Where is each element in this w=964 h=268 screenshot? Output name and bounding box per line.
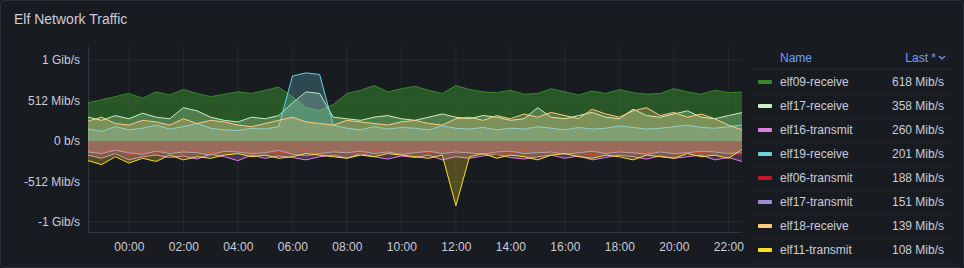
legend-label[interactable]: elf17-receive [780,99,849,113]
tick-label: 16:00 [550,240,580,254]
legend-row[interactable]: elf18-receive 139 Mib/s [752,219,952,238]
legend-swatch [758,176,772,180]
tick: 20:00 [659,232,689,254]
x-axis: 00:00 02:00 04:00 06:00 08:00 10:00 12:00 14:00… [89,232,745,254]
legend-label[interactable]: elf06-transmit [780,171,853,185]
tick-label: 14:00 [496,240,526,254]
grid-line [88,59,742,60]
legend-divider [752,238,952,239]
tick: 08:00 [332,232,362,254]
tick: 00:00 [114,232,144,254]
legend-value: 201 Mib/s [892,147,944,161]
legend-value: 358 Mib/s [892,99,944,113]
tick-label: 12:00 [441,240,471,254]
series-line [88,86,742,111]
series-area [88,73,742,141]
tick-label: 1 Gib/s [42,53,80,67]
legend-row[interactable]: elf09-receive 618 Mib/s [752,75,952,94]
tick-label: 512 Mib/s [28,94,80,108]
tick: -512 Mib/s [24,175,88,189]
tick-label: 06:00 [278,240,308,254]
chart: Elf Network Traffic 1 Gib/s 512 Mib/s 0 b/s… [0,0,964,268]
legend-swatch [758,104,772,108]
legend-swatch [758,128,772,132]
tick: 02:00 [169,232,199,254]
tick-label: 20:00 [659,240,689,254]
series-area [88,108,742,141]
series-area [88,141,742,206]
tick-label: -512 Mib/s [24,175,80,189]
tick: 10:00 [387,232,417,254]
tick: 06:00 [278,232,308,254]
legend: Name Last * elf09-receive 618 Mib/s elf17-re… [752,51,952,262]
series-area [88,92,742,141]
tick-label: 18:00 [605,240,635,254]
legend-value: 108 Mib/s [892,243,944,257]
legend-divider [752,118,952,119]
legend-row[interactable]: elf06-transmit 188 Mib/s [752,171,952,190]
legend-divider [752,262,952,263]
tick: -1 Gib/s [38,215,88,229]
grid-line [88,221,742,222]
tick: 14:00 [496,232,526,254]
legend-swatch [758,224,772,228]
legend-divider [752,94,952,95]
grid-line [88,181,742,182]
legend-divider [752,190,952,191]
y-axis: 1 Gib/s 512 Mib/s 0 b/s -512 Mib/s -1 Gib/s [24,47,89,233]
legend-label[interactable]: elf17-transmit [780,195,853,209]
legend-swatch [758,200,772,204]
legend-row[interactable]: elf17-transmit 151 Mib/s [752,195,952,214]
tick-label: 0 b/s [54,134,80,148]
legend-divider [752,69,952,70]
legend-row[interactable]: elf19-receive 201 Mib/s [752,147,952,166]
legend-label[interactable]: elf16-transmit [780,123,853,137]
tick: 0 b/s [54,134,88,148]
title: Elf Network Traffic [14,11,127,27]
legend-header[interactable]: Last * [905,51,936,65]
grid [88,46,742,232]
axis-line [88,47,89,233]
legend-divider [752,214,952,215]
legend-label[interactable]: elf09-receive [780,75,849,89]
tick: 04:00 [223,232,253,254]
legend-swatch [758,248,772,252]
sort-icon[interactable] [939,56,945,59]
legend-row[interactable]: elf11-transmit 108 Mib/s [752,243,952,262]
tick: 12:00 [441,232,471,254]
legend-row[interactable]: elf17-receive 358 Mib/s [752,99,952,118]
legend-swatch [758,152,772,156]
legend-divider [752,166,952,167]
tick: 512 Mib/s [28,94,88,108]
tick-label: -1 Gib/s [38,215,80,229]
tick-label: 22:00 [714,240,744,254]
series-line [88,108,742,130]
series-line [88,149,742,205]
legend-value: 139 Mib/s [892,219,944,233]
legend-value: 260 Mib/s [892,123,944,137]
tick-label: 10:00 [387,240,417,254]
legend-label[interactable]: elf11-transmit [780,243,852,257]
legend-header[interactable]: Name [780,51,812,65]
series-area [88,86,742,141]
legend-label[interactable]: elf18-receive [780,219,849,233]
legend-divider [752,142,952,143]
legend-value: 618 Mib/s [892,75,944,89]
tick-label: 08:00 [332,240,362,254]
panel [1,1,964,268]
tick-label: 00:00 [114,240,144,254]
legend-label[interactable]: elf19-receive [780,147,849,161]
legend-row[interactable]: elf16-transmit 260 Mib/s [752,123,952,142]
tick-label: 02:00 [169,240,199,254]
tick: 22:00 [714,232,744,254]
tick: 18:00 [605,232,635,254]
legend-swatch [758,80,772,84]
tick: 1 Gib/s [42,53,88,67]
legend-value: 151 Mib/s [892,195,944,209]
axis-line [89,232,743,233]
tick: 16:00 [550,232,580,254]
plot-area [88,73,742,206]
tick-label: 04:00 [223,240,253,254]
legend-value: 188 Mib/s [892,171,944,185]
